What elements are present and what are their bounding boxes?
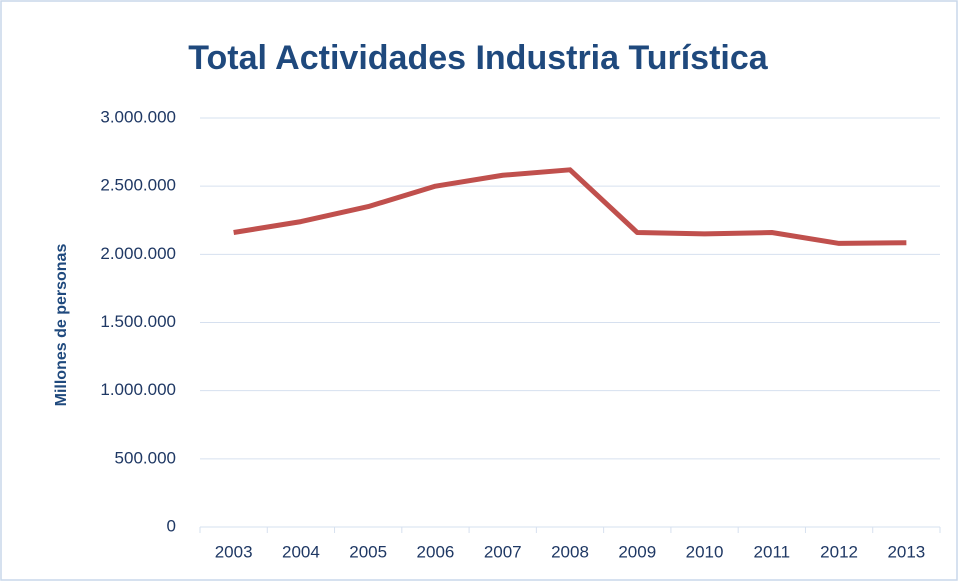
x-tick-label: 2008 [551, 542, 589, 561]
x-tick-label: 2013 [887, 542, 925, 561]
x-tick-label: 2010 [686, 542, 724, 561]
x-tick-label: 2012 [820, 542, 858, 561]
x-tick-label: 2009 [618, 542, 656, 561]
line-series [233, 167, 907, 246]
x-tick-label: 2003 [215, 542, 253, 561]
x-tick-label: 2005 [349, 542, 387, 561]
y-axis-label: Millones de personas [53, 244, 70, 407]
y-tick-label: 3.000.000 [100, 107, 176, 126]
chart-title: Total Actividades Industria Turística [188, 39, 768, 77]
x-tick-label: 2006 [417, 542, 455, 561]
x-tick-label: 2011 [754, 542, 791, 561]
y-tick-label: 500.000 [115, 448, 176, 467]
y-tick-label: 2.500.000 [100, 176, 176, 195]
x-tick-label: 2004 [282, 542, 320, 561]
y-tick-label: 2.000.000 [100, 244, 176, 263]
y-tick-label: 1.500.000 [100, 312, 176, 331]
x-tick-label: 2007 [484, 542, 522, 561]
y-tick-label: 0 [167, 516, 176, 535]
y-tick-label: 1.000.000 [100, 380, 176, 399]
